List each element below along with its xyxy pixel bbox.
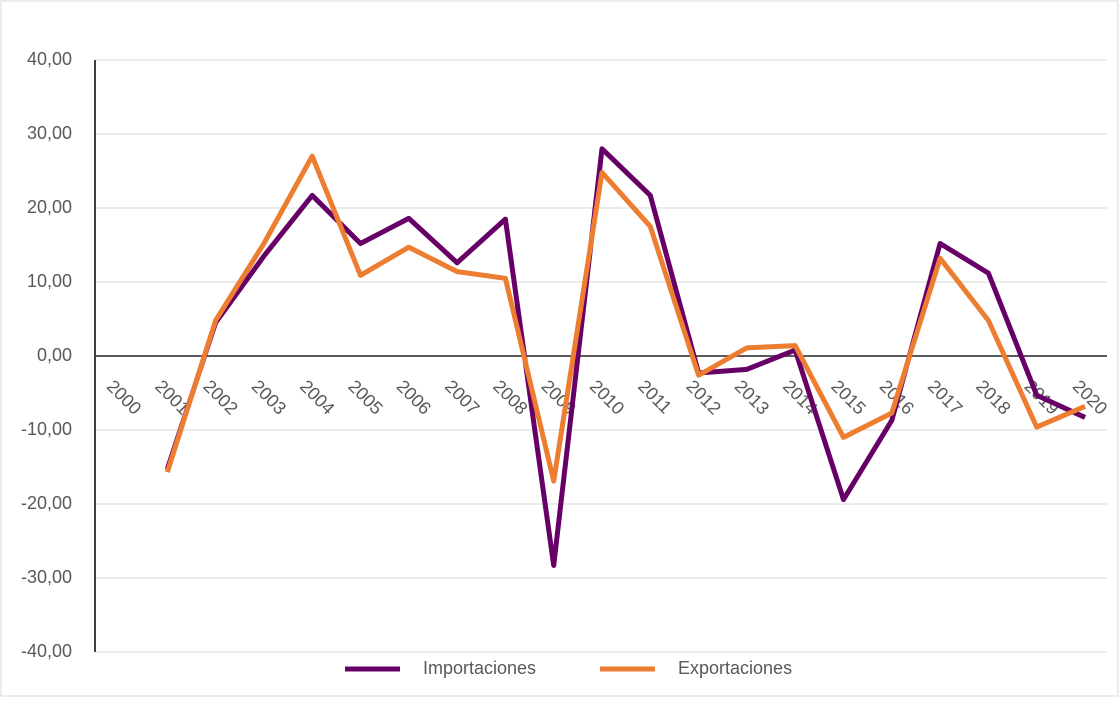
series-line	[164, 146, 1087, 568]
legend-label: Importaciones	[423, 658, 536, 678]
y-tick-label: -30,00	[21, 567, 72, 587]
series-line	[164, 153, 1086, 484]
y-tick-label: 30,00	[27, 123, 72, 143]
y-tick-label: 40,00	[27, 49, 72, 69]
y-tick-label: 0,00	[37, 345, 72, 365]
y-tick-label: 10,00	[27, 271, 72, 291]
y-tick-label: -40,00	[21, 641, 72, 661]
legend-label: Exportaciones	[678, 658, 792, 678]
y-tick-label: -10,00	[21, 419, 72, 439]
y-tick-label: 20,00	[27, 197, 72, 217]
y-tick-label: -20,00	[21, 493, 72, 513]
